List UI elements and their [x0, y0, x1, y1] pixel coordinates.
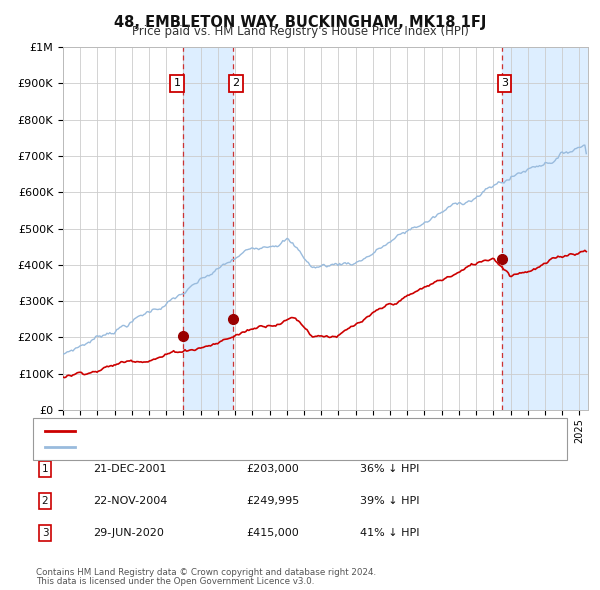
Text: 36% ↓ HPI: 36% ↓ HPI [360, 464, 419, 474]
Text: 1: 1 [41, 464, 49, 474]
Text: 3: 3 [501, 78, 508, 88]
Text: £249,995: £249,995 [246, 496, 299, 506]
Text: 3: 3 [41, 528, 49, 537]
Text: 29-JUN-2020: 29-JUN-2020 [93, 528, 164, 537]
Bar [183, 47, 233, 410]
Bar [502, 47, 588, 410]
Text: HPI: Average price, detached house, Buckinghamshire: HPI: Average price, detached house, Buck… [81, 442, 365, 453]
Text: 2: 2 [41, 496, 49, 506]
Text: 48, EMBLETON WAY, BUCKINGHAM, MK18 1FJ: 48, EMBLETON WAY, BUCKINGHAM, MK18 1FJ [114, 15, 486, 30]
Text: 39% ↓ HPI: 39% ↓ HPI [360, 496, 419, 506]
Text: 2: 2 [232, 78, 239, 88]
Text: £415,000: £415,000 [246, 528, 299, 537]
Text: 1: 1 [173, 78, 181, 88]
Text: £203,000: £203,000 [246, 464, 299, 474]
Text: 21-DEC-2001: 21-DEC-2001 [93, 464, 167, 474]
Text: 22-NOV-2004: 22-NOV-2004 [93, 496, 167, 506]
Text: 41% ↓ HPI: 41% ↓ HPI [360, 528, 419, 537]
Text: Contains HM Land Registry data © Crown copyright and database right 2024.: Contains HM Land Registry data © Crown c… [36, 568, 376, 576]
Text: Price paid vs. HM Land Registry's House Price Index (HPI): Price paid vs. HM Land Registry's House … [131, 25, 469, 38]
Text: 48, EMBLETON WAY, BUCKINGHAM, MK18 1FJ (detached house): 48, EMBLETON WAY, BUCKINGHAM, MK18 1FJ (… [81, 425, 410, 435]
Text: This data is licensed under the Open Government Licence v3.0.: This data is licensed under the Open Gov… [36, 577, 314, 586]
